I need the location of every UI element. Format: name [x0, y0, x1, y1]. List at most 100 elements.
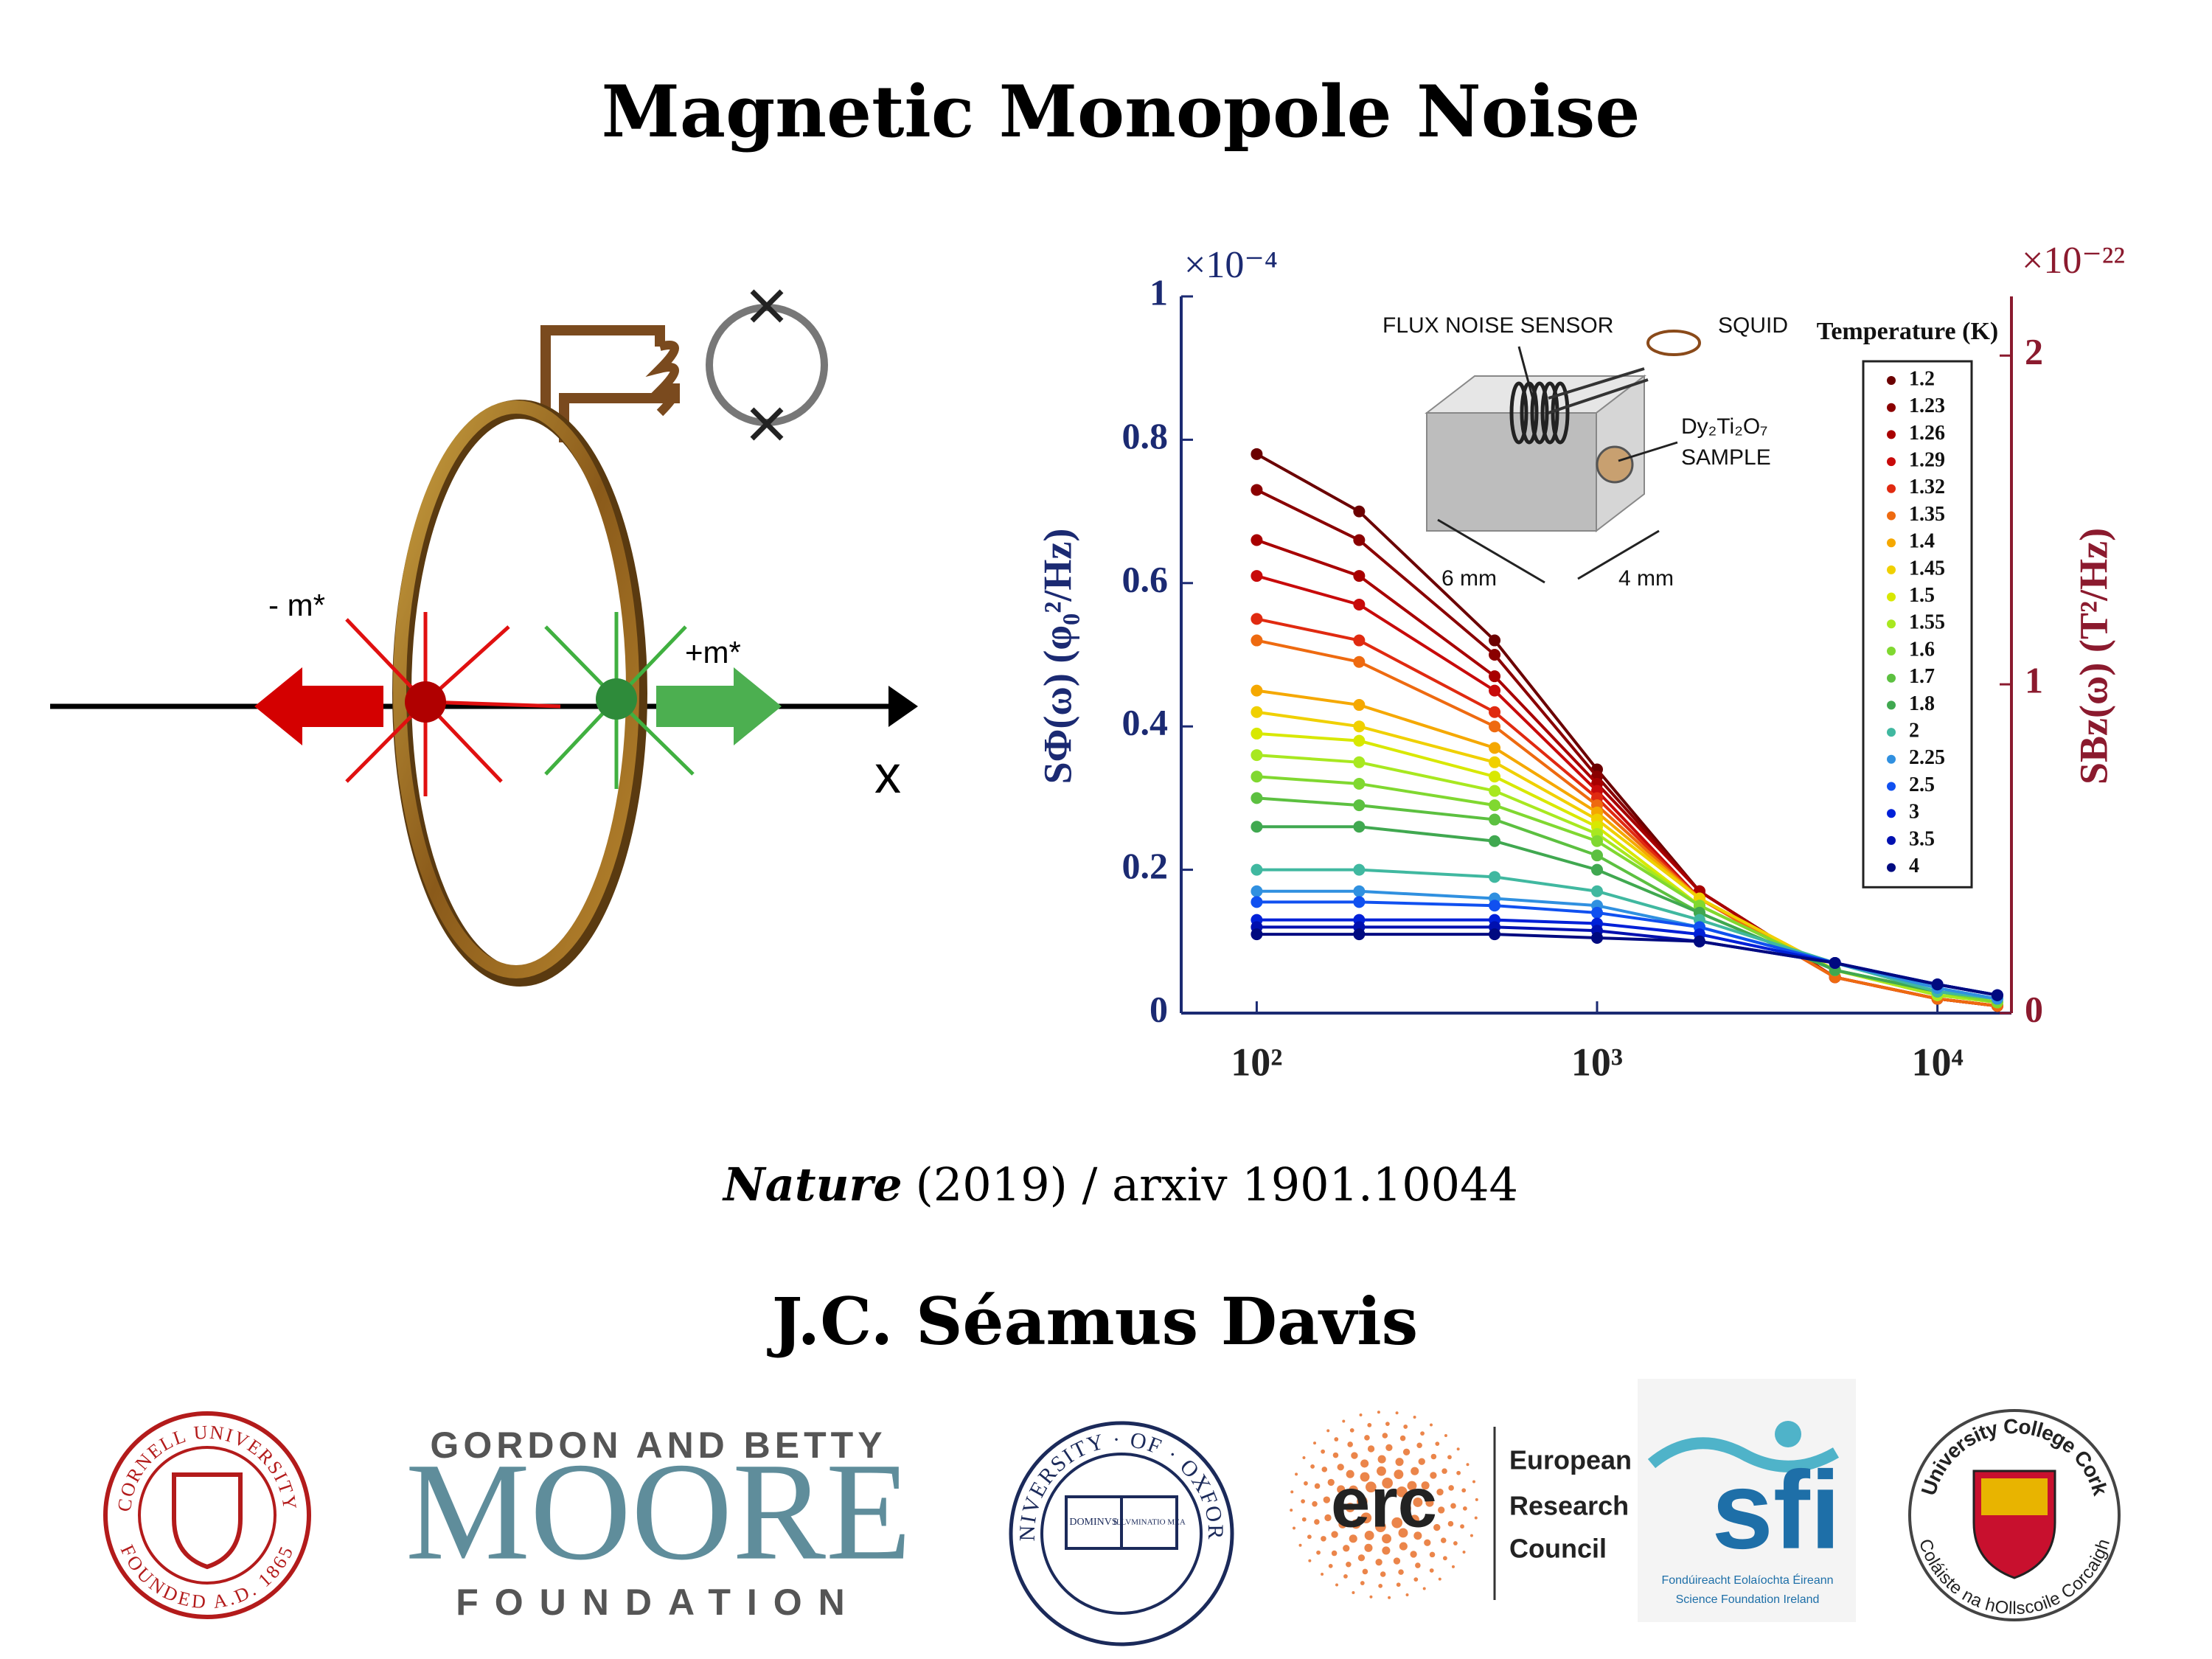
series-line: [1256, 868, 1998, 1001]
legend-label: 1.7: [1909, 665, 1935, 688]
erc-dot: [1331, 1531, 1338, 1538]
erc-dot: [1351, 1519, 1361, 1529]
erc-dot: [1290, 1509, 1293, 1512]
erc-dot: [1398, 1569, 1404, 1575]
erc-dot: [1430, 1453, 1437, 1460]
data-point: [1991, 989, 2003, 1001]
data-point: [1489, 900, 1501, 912]
legend-marker: [1887, 457, 1896, 467]
erc-dot: [1301, 1517, 1307, 1522]
erc-dot: [1347, 1441, 1353, 1447]
erc-dot: [1421, 1481, 1430, 1490]
erc-dot: [1343, 1545, 1350, 1552]
coil: [645, 341, 679, 417]
moore-logo: GORDON AND BETTY MOORE FOUNDATION: [406, 1425, 911, 1623]
y2-multiplier: ×10⁻²²: [2022, 240, 2125, 282]
series-line: [1256, 933, 1998, 997]
erc-dot: [1429, 1423, 1433, 1427]
erc-dot: [1337, 1464, 1344, 1471]
legend-label: 2.5: [1909, 773, 1935, 796]
erc-dot: [1378, 1584, 1383, 1588]
legend-marker: [1887, 835, 1896, 845]
erc-dot: [1364, 1435, 1370, 1441]
legend-marker: [1887, 728, 1896, 737]
erc-dot: [1375, 1559, 1382, 1566]
sfi-line2: Science Foundation Ireland: [1676, 1593, 1820, 1606]
legend-marker: [1887, 538, 1896, 548]
cornell-bottom: FOUNDED A.D. 1865: [116, 1542, 296, 1613]
legend-label: 2.25: [1909, 746, 1945, 769]
minus-monopole: [405, 681, 446, 723]
data-point: [1489, 756, 1501, 768]
data-point: [1251, 534, 1263, 546]
data-point: [1251, 885, 1263, 897]
data-point: [1489, 742, 1501, 754]
erc-dot: [1312, 1500, 1318, 1507]
erc-dot: [1422, 1587, 1426, 1590]
erc-dot: [1456, 1470, 1461, 1475]
moore-line3: FOUNDATION: [456, 1582, 861, 1623]
erc-dot: [1360, 1472, 1370, 1482]
erc-dot: [1357, 1554, 1366, 1562]
erc-dot: [1416, 1442, 1422, 1449]
erc-dot: [1447, 1455, 1452, 1460]
y-tick-label: 1: [1150, 271, 1168, 313]
svg-text:FOUNDED A.D. 1865: FOUNDED A.D. 1865: [116, 1542, 299, 1613]
data-point: [1251, 448, 1263, 460]
data-point: [1353, 598, 1366, 611]
data-point: [1353, 885, 1366, 897]
inset-pointer: [1517, 346, 1678, 462]
erc-dot: [1314, 1519, 1320, 1525]
erc-dot: [1402, 1448, 1411, 1455]
legend-marker: [1887, 565, 1896, 574]
erc-dot: [1316, 1550, 1321, 1555]
annotation: FLUX NOISE SENSOR: [1382, 313, 1613, 338]
erc-dot: [1321, 1449, 1326, 1454]
legend-label: 1.55: [1909, 611, 1945, 634]
erc-mark: erc: [1331, 1463, 1437, 1542]
legend-marker: [1887, 619, 1896, 629]
data-point: [1489, 634, 1501, 647]
erc-dot: [1435, 1441, 1440, 1447]
erc-dot: [1321, 1572, 1324, 1576]
y-tick-label: 0.4: [1122, 702, 1169, 743]
annotation: 6 mm: [1441, 566, 1497, 591]
legend-marker: [1887, 430, 1896, 439]
annotation: 4 mm: [1618, 566, 1674, 591]
erc-dot: [1352, 1590, 1355, 1594]
data-point: [1251, 727, 1263, 740]
data-point: [1353, 699, 1366, 712]
erc-dot: [1377, 1411, 1380, 1414]
data-point: [1353, 734, 1366, 747]
plus-monopole: [596, 678, 637, 720]
data-point: [1251, 928, 1263, 941]
erc-dot: [1395, 1458, 1404, 1467]
legend-marker: [1887, 592, 1896, 602]
data-point: [1251, 684, 1263, 697]
oxford-book-right: ILLVMINATIO MEA: [1113, 1518, 1186, 1527]
erc-dot: [1349, 1534, 1357, 1543]
squid-wire: [540, 325, 665, 413]
erc-dot: [1327, 1478, 1335, 1486]
data-point: [1489, 785, 1501, 797]
minus-label: - m*: [268, 588, 325, 622]
erc-dot: [1345, 1503, 1355, 1512]
legend-marker: [1887, 484, 1896, 493]
erc-dot: [1463, 1506, 1467, 1511]
erc-dot: [1438, 1506, 1445, 1514]
erc-dot: [1328, 1563, 1333, 1568]
legend-marker: [1887, 673, 1896, 683]
erc-dot: [1422, 1516, 1431, 1525]
legend-box: [1862, 360, 1973, 888]
erc-dot: [1357, 1496, 1368, 1507]
erc-dot: [1461, 1488, 1467, 1493]
legend-label: 4: [1909, 855, 1919, 877]
erc-dot: [1410, 1514, 1419, 1525]
inset: FLUX NOISE SENSOR SQUID Dy₂Ti₂O₇ SAMPLE 6 mm…: [1382, 313, 1788, 591]
y-tick-label: 0.2: [1122, 845, 1169, 886]
erc-dot: [1413, 1498, 1423, 1507]
data-point: [1353, 505, 1366, 518]
erc-dot: [1369, 1595, 1373, 1599]
data-point: [1353, 655, 1366, 668]
y-tick-label: 0.6: [1122, 558, 1169, 599]
